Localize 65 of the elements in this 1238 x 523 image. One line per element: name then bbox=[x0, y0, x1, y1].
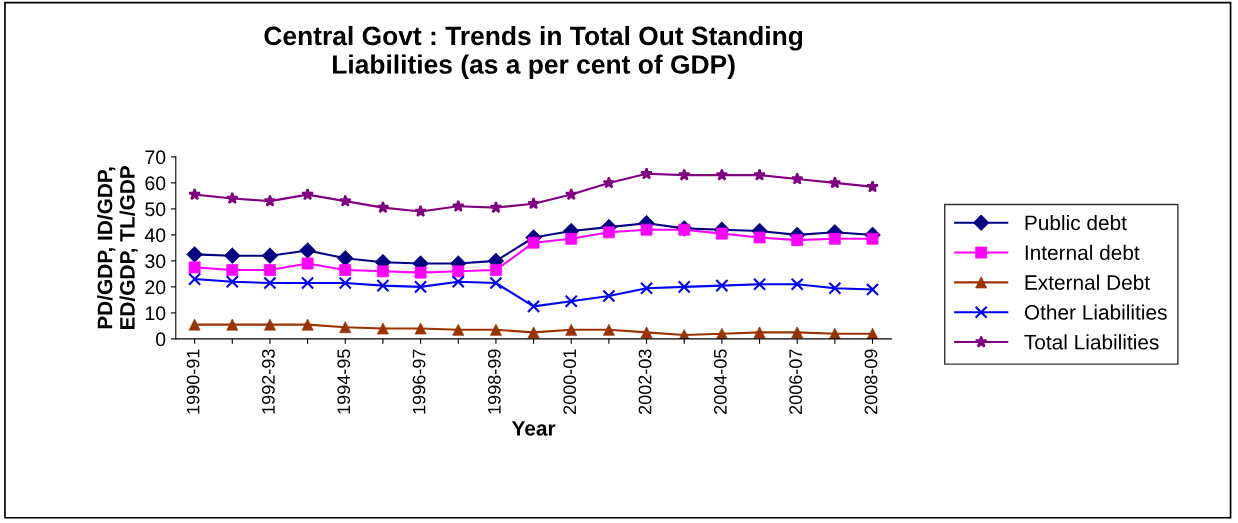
x-tick-label: 1996-97 bbox=[412, 349, 426, 414]
point bbox=[376, 279, 390, 293]
legend-label: Total Liabilities bbox=[1024, 334, 1159, 350]
point bbox=[264, 264, 276, 276]
legend-label: Other Liabilities bbox=[1024, 304, 1167, 320]
x-tick-label: 2000-01 bbox=[563, 349, 577, 414]
chart-title: Central Govt : Trends in Total Out Standing Liabilities (as a per cent of GDP) bbox=[264, 25, 803, 80]
point bbox=[338, 276, 352, 290]
point bbox=[790, 172, 804, 185]
point bbox=[414, 280, 428, 294]
point bbox=[338, 194, 352, 207]
legend-label: Public debt bbox=[1025, 214, 1127, 231]
point bbox=[677, 280, 691, 294]
x-tick-label: 1998-99 bbox=[487, 349, 501, 414]
point bbox=[564, 188, 578, 201]
point bbox=[828, 281, 842, 295]
point bbox=[225, 275, 239, 289]
point bbox=[602, 176, 616, 189]
point bbox=[865, 282, 880, 297]
point bbox=[414, 204, 427, 218]
x-axis-title: Year bbox=[511, 421, 556, 436]
point bbox=[564, 294, 578, 308]
y-tick-label: 30 bbox=[145, 254, 166, 269]
point bbox=[225, 191, 239, 205]
y-tick-label: 20 bbox=[145, 280, 166, 295]
point bbox=[489, 276, 503, 290]
point bbox=[677, 168, 691, 181]
point bbox=[866, 180, 879, 193]
x-tick-label: 1990-91 bbox=[186, 349, 200, 414]
point bbox=[828, 176, 842, 189]
y-tick-label: 50 bbox=[145, 202, 166, 217]
point bbox=[301, 188, 314, 201]
point bbox=[640, 167, 653, 180]
point bbox=[753, 168, 766, 181]
point bbox=[188, 188, 201, 201]
y-tick-label: 0 bbox=[156, 332, 166, 347]
point bbox=[263, 276, 277, 290]
point bbox=[188, 272, 202, 286]
x-tick-label: 2006-07 bbox=[789, 349, 803, 414]
point bbox=[790, 277, 804, 291]
point bbox=[263, 194, 277, 207]
legend-label: External Debt bbox=[1025, 274, 1150, 290]
y-tick-label: 70 bbox=[145, 150, 166, 165]
legend-label: Internal debt bbox=[1025, 244, 1140, 261]
point bbox=[451, 199, 465, 212]
point bbox=[527, 197, 540, 210]
x-tick-label: 1994-95 bbox=[337, 349, 351, 414]
x-tick-label: 1992-93 bbox=[262, 349, 275, 414]
y-tick-label: 10 bbox=[145, 306, 166, 321]
x-tick-label: 2008-09 bbox=[864, 349, 878, 414]
point bbox=[639, 281, 654, 295]
x-tick-label: 2002-03 bbox=[638, 349, 652, 414]
y-tick-label: 60 bbox=[145, 176, 166, 191]
point bbox=[489, 201, 503, 214]
point bbox=[376, 201, 390, 214]
point bbox=[752, 277, 767, 291]
point bbox=[715, 168, 729, 181]
point bbox=[451, 275, 465, 289]
point bbox=[602, 289, 616, 303]
y-tick-label: 40 bbox=[144, 228, 166, 243]
point bbox=[715, 279, 729, 293]
point bbox=[526, 299, 541, 313]
y-axis-title: PD/GDP, ID/GDP, ED/GDP, TL/GDP bbox=[97, 166, 138, 330]
point bbox=[301, 276, 315, 290]
x-tick-label: 2004-05 bbox=[713, 349, 727, 414]
